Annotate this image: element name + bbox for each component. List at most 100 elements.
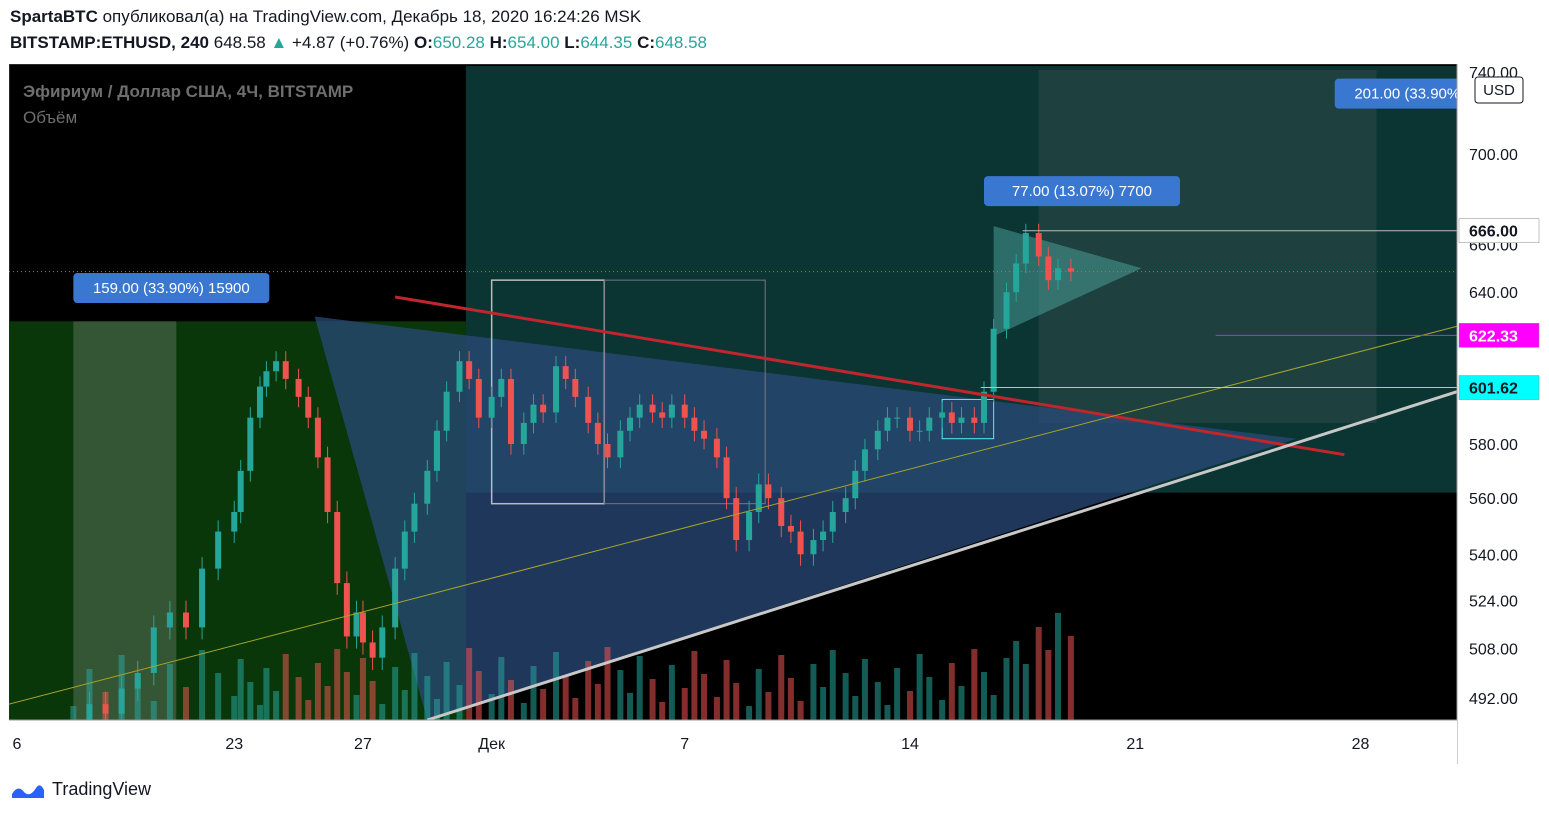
author-name[interactable]: SpartaBTC — [10, 7, 98, 26]
volume-bar — [334, 649, 341, 720]
close-label: C: — [637, 33, 656, 52]
candle-body — [102, 704, 109, 714]
price-chart[interactable]: 159.00 (33.90%) 15900 77.00 (13.07%) 7700… — [9, 64, 1540, 764]
measure-label-text: 77.00 (13.07%) 7700 — [1012, 183, 1152, 200]
last-price: 648.58 — [213, 33, 266, 52]
volume-bar — [765, 692, 772, 720]
volume-bar — [256, 705, 263, 720]
volume-bar — [520, 703, 527, 720]
volume-bar — [475, 671, 482, 720]
candle-body — [894, 417, 901, 419]
volume-bar — [939, 700, 946, 720]
candle-body — [765, 484, 772, 499]
volume-bar — [604, 647, 611, 720]
price-badge-text: 666.00 — [1469, 224, 1518, 241]
volume-bar — [681, 688, 688, 720]
brand-name[interactable]: TradingView — [52, 779, 152, 799]
candle-body — [553, 366, 560, 413]
candle-body — [475, 378, 482, 418]
volume-bar — [70, 706, 77, 720]
publish-header: SpartaBTC опубликовал(а) на TradingView.… — [10, 7, 641, 27]
candle-body — [617, 430, 624, 458]
volume-bar — [617, 670, 624, 720]
volume-bar — [314, 663, 321, 720]
volume-bar — [916, 654, 923, 720]
candle-body — [182, 612, 189, 628]
price-badge — [1458, 218, 1540, 243]
volume-bar — [778, 655, 785, 720]
candle-body — [939, 412, 946, 418]
candle-body — [874, 430, 881, 450]
price-tick-label: 524.00 — [1469, 594, 1518, 611]
candle-body — [424, 470, 431, 504]
time-tick-label: 23 — [225, 736, 243, 753]
price-tick-label: 580.00 — [1469, 437, 1518, 454]
volume-bar — [874, 682, 881, 720]
time-tick-label: 7 — [680, 736, 689, 753]
candle-body — [1013, 263, 1020, 293]
volume-bar — [182, 687, 189, 720]
yellow-trendline — [9, 325, 1458, 705]
currency-label[interactable]: USD — [1483, 82, 1515, 99]
volume-bar — [1045, 650, 1052, 720]
volume-bar — [456, 685, 463, 720]
time-tick-label: 28 — [1352, 736, 1370, 753]
candle-body — [746, 512, 753, 541]
candle-body — [1003, 292, 1010, 329]
candle-body — [273, 361, 280, 372]
candle-body — [488, 396, 495, 418]
candle-body — [948, 412, 955, 423]
volume-bar — [894, 668, 901, 720]
volume-bar — [572, 698, 579, 720]
volume-bar — [343, 672, 350, 720]
volume-bar — [787, 678, 794, 720]
red-trendline — [394, 295, 1345, 457]
candle-body — [926, 417, 933, 431]
volume-bar — [247, 682, 254, 720]
volume-bar — [1022, 664, 1029, 720]
volume-bar — [668, 665, 675, 720]
high-label: H: — [489, 33, 508, 52]
candle-body — [343, 583, 350, 637]
volume-bar — [820, 687, 827, 720]
volume-bar — [282, 654, 289, 720]
volume-bar — [861, 659, 868, 720]
candle-body — [842, 498, 849, 513]
candle-body — [392, 568, 399, 628]
volume-bar — [215, 673, 222, 720]
price-tick-label: 700.00 — [1469, 147, 1518, 164]
candle-body — [958, 417, 965, 423]
volume-bar — [359, 658, 366, 720]
candle-body — [443, 391, 450, 431]
time-tick-label: 27 — [354, 736, 372, 753]
candle-body — [507, 378, 514, 445]
price-badge-text: 622.33 — [1469, 328, 1518, 345]
low-label: L: — [564, 33, 581, 52]
volume-bar — [1013, 641, 1020, 720]
price-axis[interactable] — [1457, 64, 1540, 764]
candle-body — [916, 430, 923, 432]
candle-body — [256, 386, 263, 418]
volume-bar — [627, 693, 634, 720]
candle-body — [520, 422, 527, 445]
volume-bar — [263, 668, 270, 720]
time-tick-label: 14 — [901, 736, 919, 753]
volume-bar — [636, 656, 643, 720]
volume-bar — [166, 664, 173, 720]
volume-bar — [691, 651, 698, 720]
open-value: 650.28 — [432, 33, 485, 52]
candle-body — [980, 391, 987, 423]
time-axis[interactable] — [9, 720, 1457, 764]
candle-body — [247, 417, 254, 471]
volume-bar — [713, 697, 720, 720]
zone-left-inner — [73, 321, 177, 720]
volume-bar — [746, 706, 753, 720]
candle-body — [353, 612, 360, 637]
volume-bar — [392, 667, 399, 720]
candle-body — [861, 449, 868, 471]
volume-bar — [305, 700, 312, 720]
candle-body — [498, 378, 505, 397]
close-value: 648.58 — [655, 33, 708, 52]
price-badge — [1458, 375, 1540, 400]
volume-bar — [530, 666, 537, 720]
